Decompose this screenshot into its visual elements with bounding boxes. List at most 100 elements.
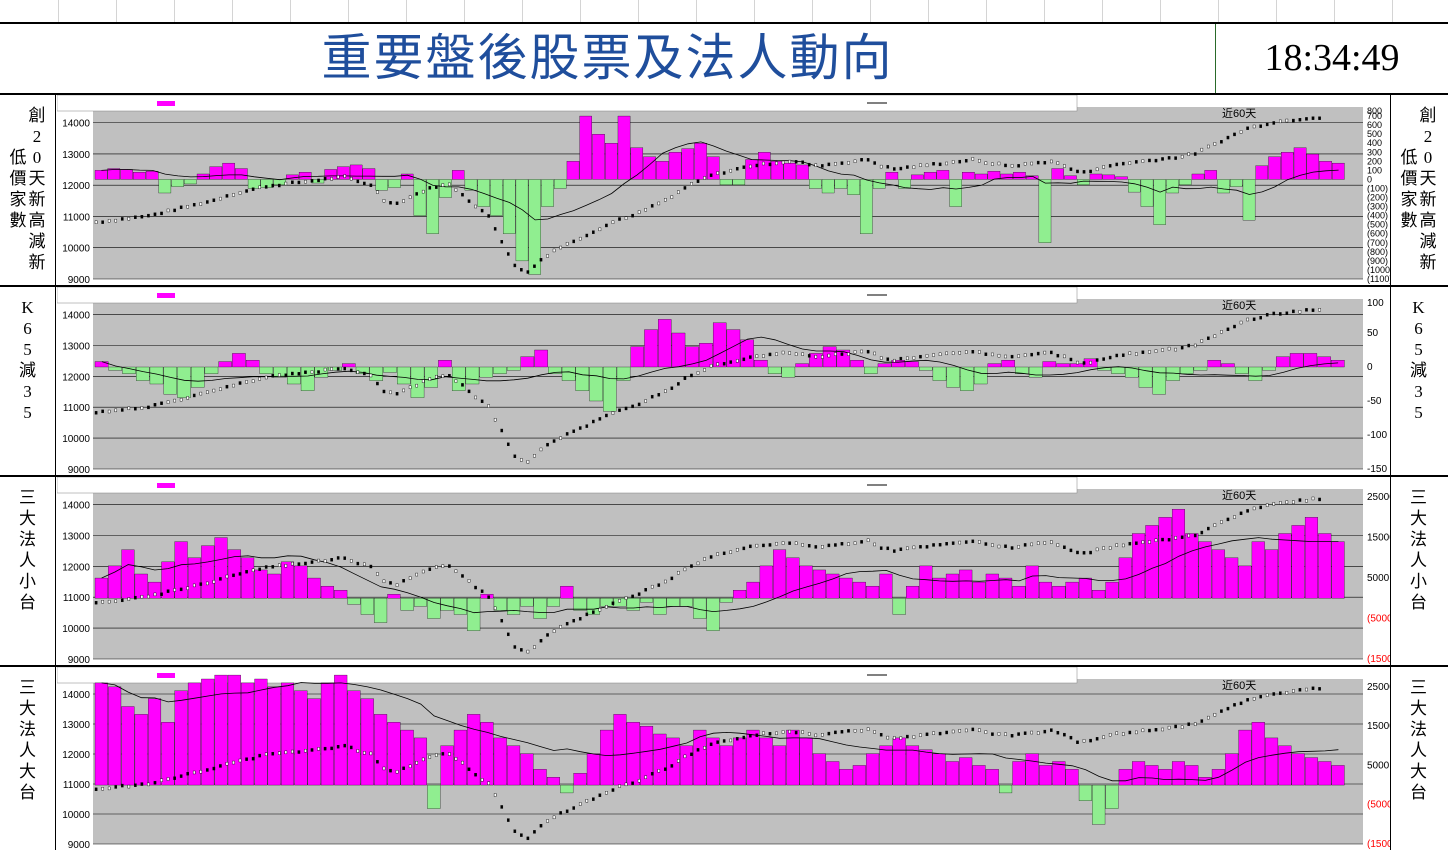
candle — [1246, 509, 1249, 513]
candle — [657, 769, 661, 773]
candle — [127, 784, 131, 789]
candle — [1180, 345, 1184, 350]
candle — [716, 740, 719, 744]
bar — [1268, 156, 1281, 180]
bar — [773, 745, 787, 786]
candle — [179, 774, 183, 778]
bar — [1000, 173, 1013, 180]
candle — [212, 388, 216, 393]
candle — [1180, 725, 1184, 729]
candle — [677, 190, 680, 194]
candle — [781, 541, 785, 545]
bar — [136, 366, 150, 381]
bar — [108, 565, 122, 599]
candle — [513, 829, 517, 833]
bar — [1289, 353, 1304, 368]
candle — [147, 782, 150, 787]
candle — [1311, 686, 1315, 690]
candle — [716, 362, 719, 366]
bar — [932, 366, 947, 381]
candle — [775, 352, 778, 356]
label-char: 台 — [19, 593, 36, 612]
candle — [892, 167, 896, 171]
bar — [586, 598, 600, 615]
candle — [173, 398, 176, 403]
bar — [273, 366, 287, 378]
candle — [1311, 308, 1315, 312]
bar — [719, 745, 733, 786]
right-tick-label: 200 — [1367, 156, 1382, 166]
bar — [453, 598, 467, 615]
bar — [1242, 179, 1256, 221]
candle — [781, 350, 785, 355]
label-char: 3 — [23, 382, 32, 401]
candle — [1010, 546, 1014, 550]
label-column: 三大法人大台 — [1410, 677, 1427, 803]
bar — [949, 179, 962, 207]
candle — [683, 567, 687, 572]
bar — [945, 761, 959, 786]
candle — [304, 370, 307, 374]
candle — [382, 199, 386, 203]
bar — [1052, 585, 1066, 599]
candle — [1259, 124, 1262, 128]
candle — [1252, 317, 1256, 321]
candle — [461, 192, 464, 197]
candle — [690, 564, 693, 568]
candle — [866, 727, 870, 731]
bar — [946, 366, 960, 388]
candle — [474, 395, 477, 400]
candle — [1292, 500, 1295, 504]
candle — [664, 579, 667, 584]
bar — [1015, 366, 1029, 374]
left-tick-label: 9000 — [68, 655, 91, 665]
bar — [134, 714, 148, 786]
candle — [1076, 169, 1079, 174]
candle — [703, 368, 706, 372]
candle — [1050, 350, 1053, 355]
candle — [781, 730, 785, 734]
candle — [912, 165, 916, 169]
candle — [1239, 511, 1243, 516]
candle — [356, 370, 360, 374]
candle — [199, 391, 203, 396]
candle — [964, 159, 968, 163]
candle — [860, 157, 863, 162]
candle — [310, 560, 314, 564]
bar — [586, 753, 600, 786]
candle — [670, 386, 674, 390]
candle — [500, 240, 504, 244]
label-char: 2 — [1423, 127, 1433, 146]
candle — [323, 559, 327, 563]
bar — [668, 152, 682, 180]
candle — [134, 783, 137, 787]
bar — [999, 577, 1013, 599]
candle — [644, 775, 647, 779]
bar — [796, 164, 809, 180]
header-bar: 重要盤後股票及法人動向 18:34:49 — [0, 22, 1448, 95]
bar — [413, 598, 427, 607]
bar — [693, 598, 707, 619]
candle — [160, 592, 163, 596]
candle — [853, 729, 857, 733]
bar — [1191, 173, 1205, 180]
label-char: 6 — [1414, 319, 1423, 338]
candle — [801, 543, 804, 547]
bar — [605, 143, 618, 180]
bar — [320, 682, 334, 786]
bar — [360, 698, 374, 786]
bar — [134, 573, 148, 599]
candle — [618, 598, 621, 603]
candle — [1128, 351, 1132, 355]
candle — [533, 264, 536, 268]
bar — [733, 737, 747, 786]
candle — [964, 350, 968, 354]
bar — [122, 366, 136, 374]
bar — [1306, 153, 1320, 180]
bar — [1092, 784, 1106, 825]
bar — [267, 686, 281, 786]
candle — [1135, 730, 1138, 735]
bar — [490, 179, 503, 216]
left-tick-label: 14000 — [62, 119, 90, 130]
bar — [1221, 363, 1235, 368]
